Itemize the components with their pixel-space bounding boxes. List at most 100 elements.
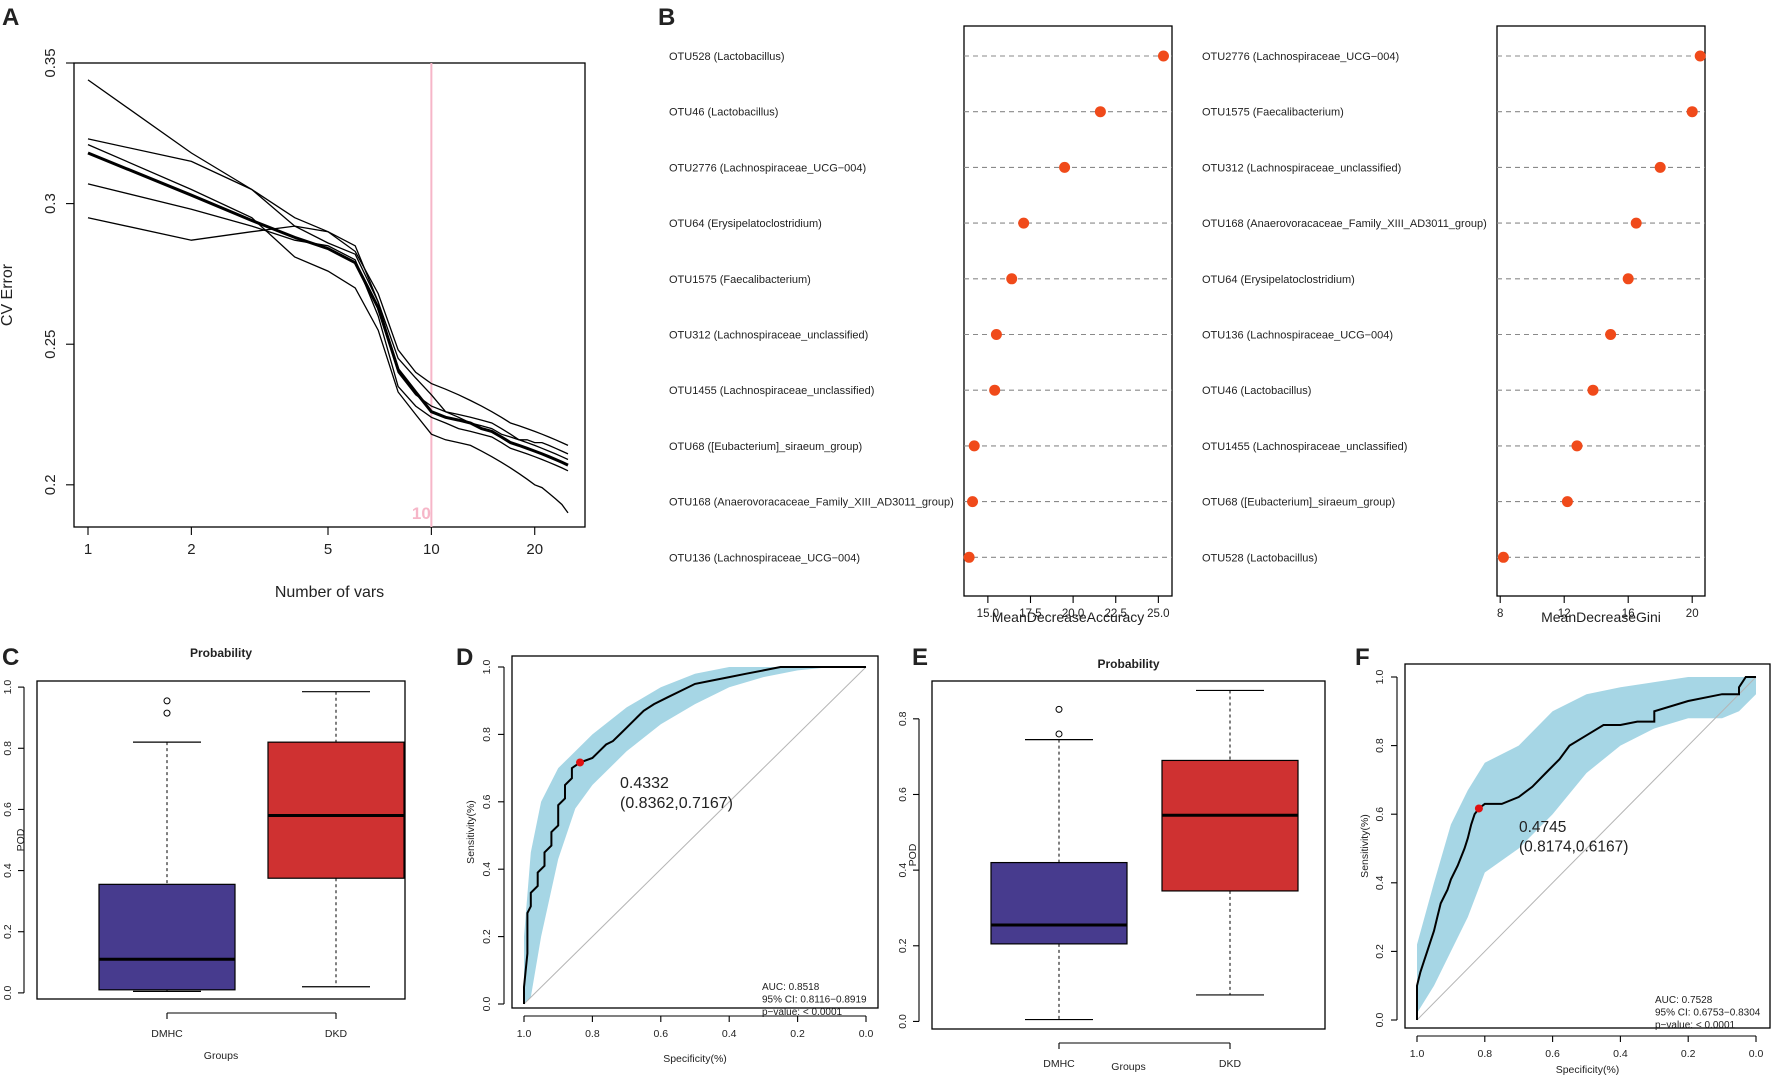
panel-a-cv-error-chart: 1 2 5 10 20 0.2 0.25 0.3 0.35 Number of vars CV Er… (0, 48, 586, 601)
outlier-point (163, 697, 171, 705)
y-tick-label: 0.6 (1374, 807, 1386, 822)
x-axis-title: Specificity(%) (1556, 1064, 1620, 1076)
x-tick-label: 0.0 (1749, 1048, 1764, 1060)
plot-frame (931, 680, 1326, 1030)
y-tick-label: 0.4 (481, 862, 493, 877)
importance-point (1622, 273, 1634, 285)
plot-frame (73, 62, 586, 528)
importance-point (1094, 106, 1106, 118)
plot-frame (1404, 663, 1771, 1029)
plot-title: Probability (1097, 657, 1159, 671)
importance-point (989, 384, 1001, 396)
importance-point (1630, 217, 1642, 229)
importance-point (967, 496, 979, 508)
auc-text: AUC: 0.7528 (1655, 995, 1713, 1006)
otu-label: OTU312 (Lachnospiraceae_unclassified) (1202, 162, 1401, 174)
confidence-band (1417, 677, 1756, 1014)
x-tick-label: 17.5 (1019, 608, 1041, 620)
p-value-text: p−value: < 0.0001 (762, 1007, 843, 1018)
x-tick-label: 0.4 (722, 1028, 737, 1040)
importance-point (1587, 384, 1599, 396)
x-tick-label: 0.8 (1477, 1048, 1492, 1060)
panel-b-importance-dotcharts: OTU528 (Lactobacillus) OTU46 (Lactobacill… (669, 25, 1706, 625)
group-label: DMHC (151, 1028, 183, 1040)
otu-label: OTU1455 (Lachnospiraceae_unclassified) (669, 385, 874, 397)
y-tick-label: 0.8 (1374, 738, 1386, 753)
otu-label: OTU2776 (Lachnospiraceae_UCG−004) (1202, 51, 1399, 63)
importance-point (1018, 217, 1030, 229)
y-tick-label: 0.6 (897, 787, 909, 802)
y-tick-label: 0.0 (1374, 1013, 1386, 1028)
panel-label-d: D (456, 644, 473, 671)
y-axis-title: CV Error (0, 263, 16, 326)
plot-title: Probability (190, 646, 252, 660)
x-tick-label: 25.0 (1147, 608, 1169, 620)
importance-point (1157, 50, 1169, 62)
cv-error-fold-line (87, 183, 569, 472)
chance-diagonal (1416, 676, 1757, 1021)
y-tick-label: 0.0 (897, 1014, 909, 1029)
box-dkd (267, 741, 405, 879)
otu-label: OTU168 (Anaerovoracaceae_Family_XIII_AD3… (669, 497, 954, 509)
y-tick-label: 0.2 (481, 929, 493, 944)
y-tick-label: 0.35 (42, 48, 59, 77)
dotchart-frame-right (1496, 25, 1706, 597)
x-tick-label: 0.4 (1613, 1048, 1628, 1060)
panel-label-c: C (2, 644, 19, 671)
plot-frame (36, 680, 406, 1000)
x-tick-label: 0.2 (1681, 1048, 1696, 1060)
dotchart-frame-left (963, 25, 1173, 597)
y-tick-label: 0.4 (1374, 875, 1386, 890)
otu-label: OTU68 ([Eubacterium]_siraeum_group) (669, 441, 862, 453)
y-tick-label: 0.0 (2, 985, 14, 1000)
otu-label: OTU136 (Lachnospiraceae_UCG−004) (1202, 330, 1393, 342)
importance-point (963, 551, 975, 563)
best-threshold-point (1474, 804, 1483, 813)
x-tick-label: 5 (324, 541, 332, 558)
plot-frame (511, 655, 879, 1009)
y-tick-label: 1.0 (2, 680, 14, 695)
panel-d-roc-curve: 0.4332 (0.8362,0.7167) AUC: 0.8518 95% CI: … (465, 655, 879, 1065)
y-tick-label: 0.2 (1374, 944, 1386, 959)
importance-point (1059, 161, 1071, 173)
threshold-annotation-value: 0.4745 (1519, 819, 1566, 836)
otu-label: OTU46 (Lactobacillus) (1202, 385, 1311, 397)
y-axis-title: Sensitivity(%) (465, 800, 477, 864)
otu-label: OTU2776 (Lachnospiraceae_UCG−004) (669, 162, 866, 174)
y-tick-label: 0.0 (481, 997, 493, 1012)
x-tick-label: 15.0 (977, 608, 999, 620)
importance-point (1605, 329, 1617, 340)
otu-label: OTU1455 (Lachnospiraceae_unclassified) (1202, 441, 1407, 453)
roc-curve (1416, 676, 1756, 1020)
x-tick-label: 0.8 (585, 1028, 600, 1040)
otu-label: OTU68 ([Eubacterium]_siraeum_group) (1202, 497, 1395, 509)
x-tick-label: 0.6 (653, 1028, 668, 1040)
y-tick-label: 0.8 (897, 711, 909, 726)
otu-label: OTU1575 (Faecalibacterium) (1202, 107, 1344, 119)
x-tick-label: 20 (1686, 608, 1699, 620)
importance-point (1497, 551, 1509, 563)
x-tick-label: 10 (423, 541, 440, 558)
cv-error-fold-line (87, 144, 569, 514)
otu-label: OTU64 (Erysipelatoclostridium) (669, 218, 822, 230)
x-axis-title: MeanDecreaseAccuracy (992, 609, 1145, 625)
cv-error-fold-line (87, 217, 569, 446)
x-axis-title: Number of vars (275, 584, 384, 601)
y-tick-label: 0.6 (481, 794, 493, 809)
x-tick-label: 1.0 (517, 1028, 532, 1040)
otu-label: OTU168 (Anaerovoracaceae_Family_XIII_AD3… (1202, 218, 1487, 230)
group-label: DKD (1219, 1058, 1242, 1070)
x-tick-label: 12 (1558, 608, 1571, 620)
importance-point (968, 440, 980, 452)
importance-point (990, 329, 1002, 340)
y-axis-title: POD (15, 828, 27, 851)
x-tick-label: 0.2 (790, 1028, 805, 1040)
cv-error-mean-line (87, 151, 569, 467)
threshold-annotation-coords: (0.8174,0.6167) (1519, 838, 1628, 855)
otu-label: OTU312 (Lachnospiraceae_unclassified) (669, 330, 868, 342)
box-dmhc (98, 883, 236, 991)
x-tick-label: 20 (526, 541, 543, 558)
panel-c-boxplot: Probability 0.0 0.2 0.4 0.6 0.8 1.0 POD Groups DM… (2, 646, 406, 1062)
box-dkd (1161, 759, 1299, 892)
otu-label: OTU46 (Lactobacillus) (669, 107, 778, 119)
